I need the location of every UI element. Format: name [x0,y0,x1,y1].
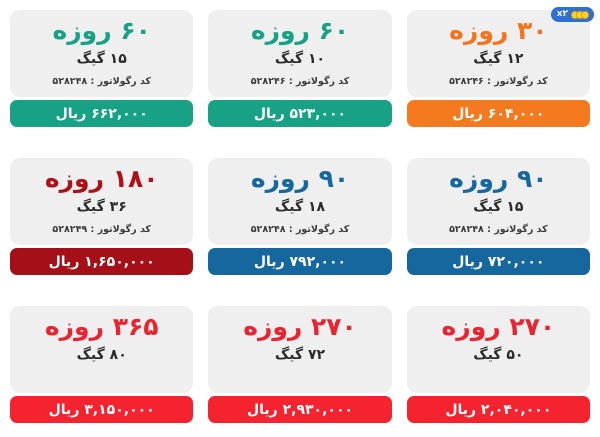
plan-card[interactable]: ۶۰ روزه ۱۰ گیگ کد رگولاتور : ۵۲۸۲۴۶ ۵۲۳,… [208,10,392,127]
plan-card-body: ۹۰ روزه ۱۸ گیگ کد رگولاتور : ۵۲۸۲۴۸ [208,158,392,245]
plan-price-button[interactable]: ۵۲۳,۰۰۰ ریال [208,100,392,127]
plan-title: ۳۶۵ روزه [44,312,159,341]
plan-regulator-code: کد رگولاتور : ۵۲۸۲۴۶ [449,76,548,88]
plan-title: ۲۷۰ روزه [243,312,357,341]
coin-icon [581,10,589,19]
plan-data-amount: ۱۲ گیگ [473,51,524,68]
plan-price-button[interactable]: ۶۰۴,۰۰۰ ریال [406,100,590,127]
plan-title: ۹۰ روزه [449,164,548,193]
plan-data-amount: ۱۸ گیگ [274,199,326,216]
plan-card[interactable]: ۹۰ روزه ۱۵ گیگ کد رگولاتور : ۵۲۸۲۴۸ ۷۲۰,… [406,158,590,275]
plan-card-body: ۲۷۰ روزه ۷۲ گیگ [208,306,392,393]
plan-price-button[interactable]: ۲,۹۳۰,۰۰۰ ریال [208,396,392,423]
plan-data-amount: ۱۰ گیگ [274,51,326,68]
plan-price-button[interactable]: ۲,۰۴۰,۰۰۰ ریال [406,396,590,423]
plan-data-amount: ۱۵ گیگ [76,51,127,68]
plan-price-button[interactable]: ۷۹۲,۰۰۰ ریال [208,248,392,275]
plan-regulator-code: کد رگولاتور : ۵۲۸۲۴۸ [52,76,151,88]
plan-card-body: ۳۶۵ روزه ۸۰ گیگ [10,306,194,393]
promo-badge-label: x۲ [556,9,568,19]
plan-data-amount: ۸۰ گیگ [76,347,127,364]
plan-regulator-code: کد رگولاتور : ۵۲۸۲۴۹ [52,224,151,236]
plan-card-body: ۲۷۰ روزه ۵۰ گیگ [406,306,590,393]
plans-grid: ۳۰ روزه ۱۲ گیگ کد رگولاتور : ۵۲۸۲۴۶ ۶۰۴,… [10,10,590,423]
double-data-promo-badge: x۲ [550,7,594,22]
plan-title: ۹۰ روزه [250,164,350,193]
plan-title: ۱۸۰ روزه [44,164,159,193]
plan-regulator-code: کد رگولاتور : ۵۲۸۲۴۸ [250,224,350,236]
plan-price-button[interactable]: ۷۲۰,۰۰۰ ریال [406,248,590,275]
plan-card[interactable]: ۳۰ روزه ۱۲ گیگ کد رگولاتور : ۵۲۸۲۴۶ ۶۰۴,… [406,10,590,127]
plan-card-body: ۳۰ روزه ۱۲ گیگ کد رگولاتور : ۵۲۸۲۴۶ [406,10,590,97]
plan-title: ۶۰ روزه [52,16,151,45]
badge-coins [571,10,589,19]
plan-card[interactable]: ۶۰ روزه ۱۵ گیگ کد رگولاتور : ۵۲۸۲۴۸ ۶۶۲,… [10,10,194,127]
plan-card[interactable]: ۳۶۵ روزه ۸۰ گیگ ۳,۱۵۰,۰۰۰ ریال [10,306,194,423]
plan-card[interactable]: ۱۸۰ روزه ۳۶ گیگ کد رگولاتور : ۵۲۸۲۴۹ ۱,۶… [10,158,194,275]
plan-price-button[interactable]: ۳,۱۵۰,۰۰۰ ریال [10,396,194,423]
plan-price-button[interactable]: ۶۶۲,۰۰۰ ریال [10,100,194,127]
plan-regulator-code: کد رگولاتور : ۵۲۸۲۴۶ [250,76,350,88]
plan-card[interactable]: ۲۷۰ روزه ۵۰ گیگ ۲,۰۴۰,۰۰۰ ریال [406,306,590,423]
plan-price-button[interactable]: ۱,۶۵۰,۰۰۰ ریال [10,248,194,275]
plan-card[interactable]: ۹۰ روزه ۱۸ گیگ کد رگولاتور : ۵۲۸۲۴۸ ۷۹۲,… [208,158,392,275]
plan-title: ۳۰ روزه [449,16,548,45]
plan-title: ۲۷۰ روزه [441,312,556,341]
plan-card-body: ۱۸۰ روزه ۳۶ گیگ کد رگولاتور : ۵۲۸۲۴۹ [10,158,194,245]
plan-card-body: ۶۰ روزه ۱۰ گیگ کد رگولاتور : ۵۲۸۲۴۶ [208,10,392,97]
plan-data-amount: ۳۶ گیگ [76,199,127,216]
plan-data-amount: ۱۵ گیگ [473,199,524,216]
plan-regulator-code: کد رگولاتور : ۵۲۸۲۴۸ [449,224,548,236]
plan-card-body: ۹۰ روزه ۱۵ گیگ کد رگولاتور : ۵۲۸۲۴۸ [406,158,590,245]
plan-card[interactable]: ۲۷۰ روزه ۷۲ گیگ ۲,۹۳۰,۰۰۰ ریال [208,306,392,423]
plan-card-body: ۶۰ روزه ۱۵ گیگ کد رگولاتور : ۵۲۸۲۴۸ [10,10,194,97]
plan-data-amount: ۵۰ گیگ [473,347,524,364]
plan-data-amount: ۷۲ گیگ [274,347,326,364]
plan-title: ۶۰ روزه [250,16,350,45]
